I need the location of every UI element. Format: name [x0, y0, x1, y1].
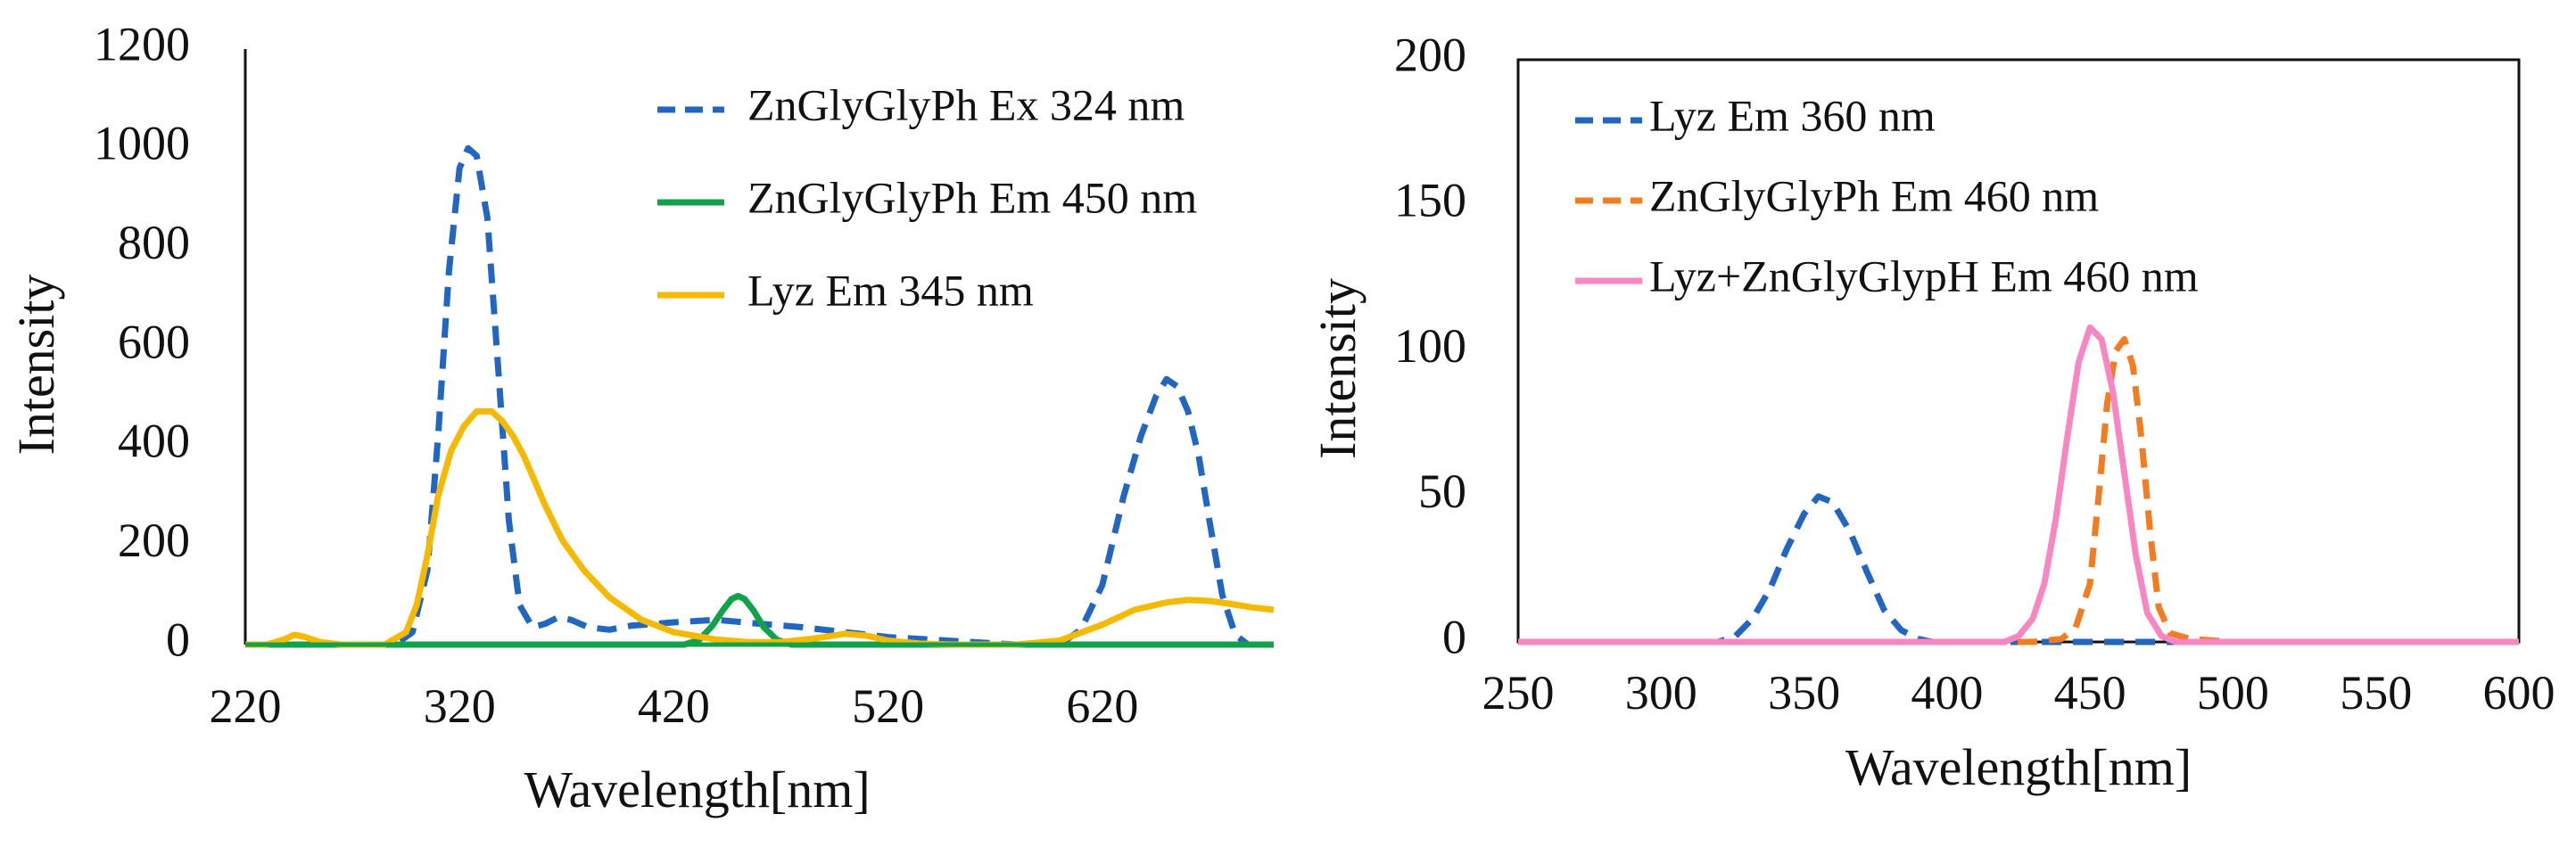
- left-x-tick-label: 320: [424, 679, 496, 733]
- left-legend-label-lyz-em-345-nm: Lyz Em 345 nm: [747, 265, 1034, 315]
- left-y-tick-label: 1000: [94, 117, 190, 170]
- left-y-axis-title: Intensity: [7, 275, 65, 456]
- right-series-line-lyz-znglyglyph-em-460-nm: [1518, 324, 2519, 646]
- left-y-tick-label: 0: [166, 613, 190, 666]
- left-x-tick-label: 520: [852, 679, 924, 733]
- right-x-tick-label: 550: [2340, 666, 2412, 720]
- left-x-tick-label: 220: [210, 679, 282, 733]
- left-y-tick-label: 400: [118, 415, 190, 468]
- right-legend-label-znglyglyph-em-460-nm: ZnGlyGlyPh Em 460 nm: [1649, 170, 2099, 220]
- right-y-tick-label: 150: [1394, 174, 1466, 227]
- right-x-tick-label: 500: [2197, 666, 2269, 720]
- left-legend-label-znglyglyph-em-450-nm: ZnGlyGlyPh Em 450 nm: [747, 172, 1197, 222]
- right-x-tick-label: 350: [1768, 666, 1840, 720]
- right-x-tick-label: 250: [1482, 666, 1555, 720]
- right-series-line-lyz-em-360-nm: [1518, 493, 2519, 646]
- right-y-tick-label: 0: [1442, 610, 1466, 663]
- left-x-axis-title: Wavelength[nm]: [524, 761, 870, 818]
- right-plot-frame: [1516, 58, 2521, 644]
- right-legend-label-lyz-znglyglyph-em-460-nm: Lyz+ZnGlyGlypH Em 460 nm: [1649, 251, 2199, 300]
- left-series-line-znglyglyph-ex-324-nm: [245, 144, 1274, 648]
- left-y-tick-label: 200: [118, 514, 190, 567]
- right-x-tick-label: 600: [2483, 666, 2555, 720]
- right-x-axis-title: Wavelength[nm]: [1845, 738, 2192, 796]
- right-y-tick-label: 50: [1418, 465, 1466, 518]
- chart-left: 0 200 400 600 800 1000 1200 220 320 420 520 620 Wave…: [7, 17, 1275, 818]
- right-series-line-znglyglyph-em-460-nm: [1518, 335, 2519, 646]
- left-legend-label-znglyglyph-ex-324-nm: ZnGlyGlyPh Ex 324 nm: [747, 79, 1185, 129]
- left-series-line-lyz-em-345-nm: [245, 407, 1275, 648]
- right-y-tick-label: 200: [1394, 28, 1466, 81]
- right-x-tick-label: 400: [1911, 666, 1983, 720]
- chart-right: 0 50 100 150 200 250 300 350 400 450 500 550 600 Wave…: [1309, 28, 2555, 796]
- left-y-tick-label: 800: [118, 216, 190, 269]
- right-x-tick-label: 300: [1625, 666, 1697, 720]
- right-x-tick-label: 450: [2054, 666, 2126, 720]
- right-y-tick-label: 100: [1394, 319, 1466, 373]
- left-x-tick-label: 620: [1066, 679, 1138, 733]
- right-legend-label-lyz-em-360-nm: Lyz Em 360 nm: [1649, 90, 1936, 140]
- left-y-tick-label: 1200: [94, 17, 190, 70]
- left-y-tick-label: 600: [118, 315, 190, 368]
- left-x-tick-label: 420: [638, 679, 710, 733]
- right-y-axis-title: Intensity: [1309, 278, 1366, 459]
